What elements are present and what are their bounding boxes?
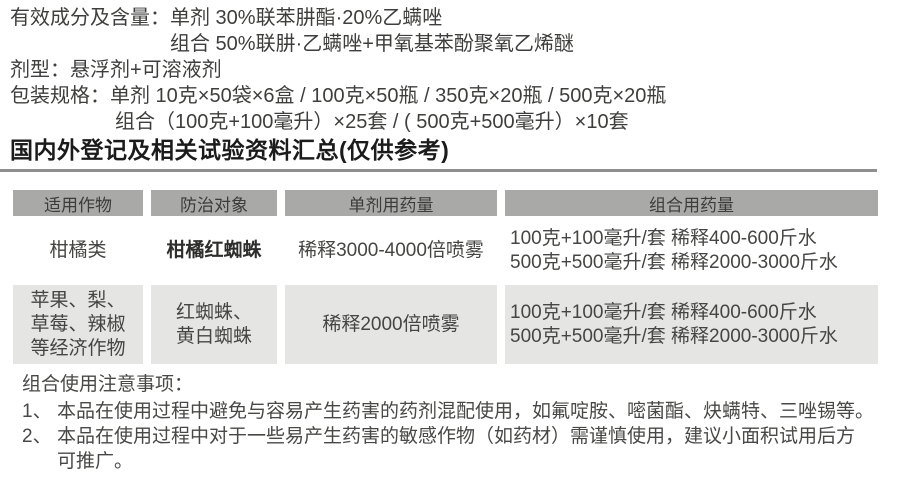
table-cell-crop-citrus: 柑橘类 [49, 239, 107, 261]
table-cell-target-mites: 红蜘蛛、 黄白蜘蛛 [151, 285, 277, 364]
col-header-combo-dosage: 组合用药量 [505, 190, 878, 216]
active-ingredient-combo-line: 组合 50%联肼·乙螨唑+甲氧基苯酚聚氧乙烯醚 [170, 33, 574, 55]
col-header-applicable-crops: 适用作物 [13, 190, 143, 216]
col-header-control-target: 防治对象 [151, 190, 277, 216]
usage-notes-title: 组合使用注意事项： [22, 374, 194, 395]
table-cell-single-dosage-citrus: 稀释3000-4000倍喷雾 [298, 239, 484, 261]
packaging-combo-line: 组合（100克+100毫升）×25套 / ( 500克+500毫升）×10套 [115, 111, 629, 133]
usage-note-2-number: 2、 [22, 426, 52, 447]
section-title: 国内外登记及相关试验资料汇总(仅供参考) [10, 137, 450, 163]
formulation-line: 剂型：悬浮剂+可溶液剂 [10, 59, 222, 81]
usage-note-1-text: 本品在使用过程中避免与容易产生药害的药剂混配使用，如氟啶胺、嘧菌酯、炔螨特、三唑… [57, 401, 875, 422]
table-cell-combo-dosage-citrus: 100克+100毫升/套 稀释400-600斤水 500克+500毫升/套 稀释… [510, 227, 838, 273]
col-header-single-dosage: 单剂用药量 [285, 190, 497, 216]
active-ingredient-line: 有效成分及含量：单剂 30%联苯肼酯·20%乙螨唑 [10, 7, 443, 29]
table-cell-target-citrus-red-mite: 柑橘红蜘蛛 [166, 239, 262, 261]
usage-note-1: 1、 本品在使用过程中避免与容易产生药害的药剂混配使用，如氟啶胺、嘧菌酯、炔螨特… [22, 399, 874, 424]
packaging-line: 包装规格：单剂 10克×50袋×6盒 / 100克×50瓶 / 350克×20瓶… [10, 85, 667, 107]
usage-note-2: 2、 本品在使用过程中对于一些易产生药害的敏感作物（如药材）需谨慎使用，建议小面… [22, 424, 874, 474]
usage-note-1-number: 1、 [22, 401, 52, 422]
product-spec-block: 有效成分及含量：单剂 30%联苯肼酯·20%乙螨唑 组合 50%联肼·乙螨唑+甲… [10, 5, 666, 135]
table-cell-single-dosage-economic: 稀释2000倍喷雾 [285, 285, 497, 364]
section-divider [0, 169, 877, 172]
table-cell-combo-dosage-economic: 100克+100毫升/套 稀释400-600斤水 500克+500毫升/套 稀释… [505, 285, 878, 364]
usage-note-2-text: 本品在使用过程中对于一些易产生药害的敏感作物（如药材）需谨慎使用，建议小面积试用… [57, 426, 856, 472]
usage-notes: 组合使用注意事项： 1、 本品在使用过程中避免与容易产生药害的药剂混配使用，如氟… [22, 372, 874, 474]
table-cell-crop-economic: 苹果、梨、 草莓、辣椒 等经济作物 [13, 285, 143, 364]
registration-table: 适用作物 防治对象 单剂用药量 组合用药量 柑橘类 柑橘红蜘蛛 稀释3000-4… [13, 190, 878, 364]
